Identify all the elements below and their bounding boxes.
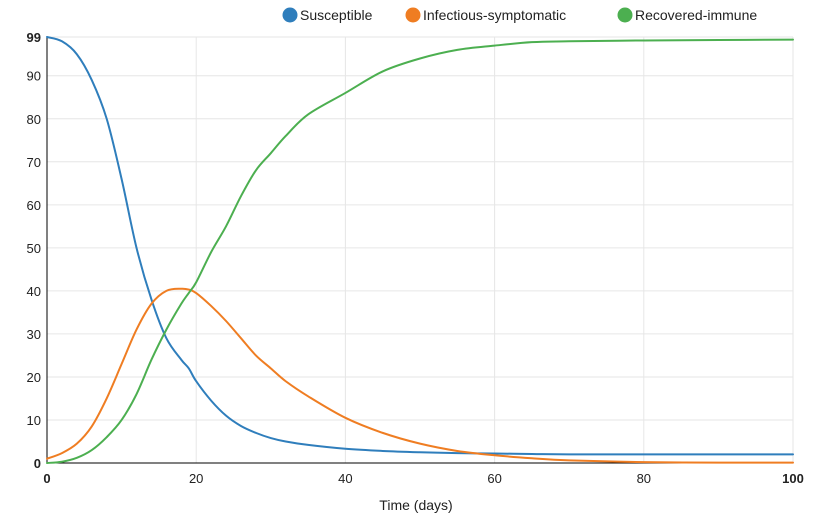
x-tick-label: 40 [338,471,352,486]
y-tick-label: 20 [27,370,41,385]
y-tick-label: 80 [27,112,41,127]
y-tick-label: 70 [27,155,41,170]
x-axis-title: Time (days) [379,497,452,513]
y-tick-label: 10 [27,413,41,428]
legend-marker [405,7,421,23]
legend-marker [617,7,633,23]
legend-item-recovered-immune[interactable]: Recovered-immune [617,7,758,23]
series-line-infectious-symptomatic [46,287,794,464]
y-tick-label: 99 [27,30,41,45]
legend-label: Susceptible [300,7,373,23]
legend-item-infectious-symptomatic[interactable]: Infectious-symptomatic [405,7,567,23]
series-line-susceptible [46,36,794,456]
x-tick-label: 80 [637,471,651,486]
x-tick-label: 100 [782,471,804,486]
y-tick-label: 50 [27,241,41,256]
grid [47,36,794,463]
legend-label: Infectious-symptomatic [423,7,566,23]
legend-marker [282,7,298,23]
x-tick-label: 0 [43,471,50,486]
x-tick-label: 60 [487,471,501,486]
y-tick-label: 40 [27,284,41,299]
y-axis-ticks: 0 10 20 30 40 50 60 70 80 90 99 [27,30,41,471]
y-tick-label: 90 [27,69,41,84]
x-tick-label: 20 [189,471,203,486]
series-line-recovered-immune [46,38,794,464]
legend-label: Recovered-immune [635,7,757,23]
y-tick-label: 60 [27,198,41,213]
y-tick-label: 30 [27,327,41,342]
axes [46,37,793,464]
legend-item-susceptible[interactable]: Susceptible [282,7,373,23]
y-tick-label: 0 [34,456,41,471]
x-axis-ticks: 0 20 40 60 80 100 [43,471,803,486]
legend: Susceptible Infectious-symptomatic Recover… [282,7,758,23]
series-lines [46,36,794,464]
